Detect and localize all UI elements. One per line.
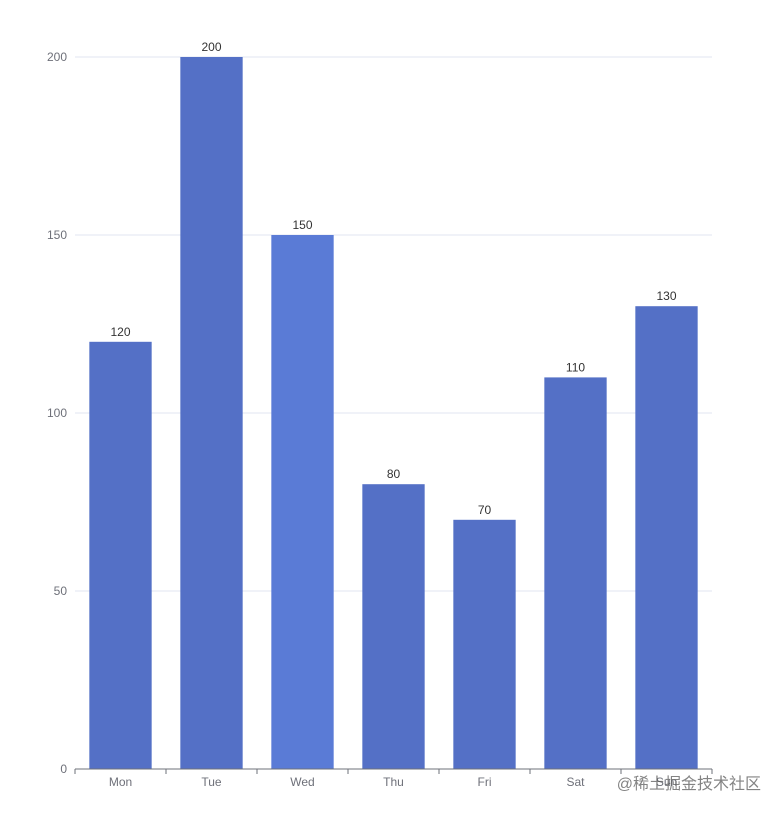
x-tick-label: Sun <box>656 775 677 789</box>
bar-mon[interactable] <box>89 341 152 769</box>
bar-wed[interactable] <box>271 235 334 769</box>
x-tick-label: Sat <box>566 775 585 789</box>
x-tick-label: Tue <box>201 775 222 789</box>
data-label: 130 <box>656 289 676 303</box>
data-label: 80 <box>387 467 401 481</box>
x-tick-label: Wed <box>290 775 314 789</box>
data-label: 200 <box>201 40 221 54</box>
y-tick-label: 200 <box>47 50 67 64</box>
data-label: 110 <box>566 360 585 374</box>
data-label: 70 <box>478 503 492 517</box>
y-tick-label: 50 <box>54 584 68 598</box>
bar-sat[interactable] <box>544 377 607 769</box>
data-label: 150 <box>292 218 312 232</box>
label-layer: 120 200 150 80 70 110 130 <box>110 40 676 517</box>
axis-layer: 0 50 100 150 200 Mon Tue Wed Thu Fri Sat Sun <box>47 50 713 789</box>
x-tick-label: Thu <box>383 775 404 789</box>
x-tick-label: Fri <box>478 775 492 789</box>
bar-sun[interactable] <box>635 306 698 769</box>
bar-thu[interactable] <box>362 484 425 769</box>
bar-layer <box>89 57 698 769</box>
y-tick-label: 100 <box>47 406 67 420</box>
bar-fri[interactable] <box>453 519 516 769</box>
x-tick-label: Mon <box>109 775 132 789</box>
bar-tue[interactable] <box>180 57 243 769</box>
y-tick-label: 150 <box>47 228 67 242</box>
data-label: 120 <box>110 325 130 339</box>
watermark: @稀土掘金技术社区 <box>616 776 761 793</box>
y-tick-label: 0 <box>60 762 67 776</box>
